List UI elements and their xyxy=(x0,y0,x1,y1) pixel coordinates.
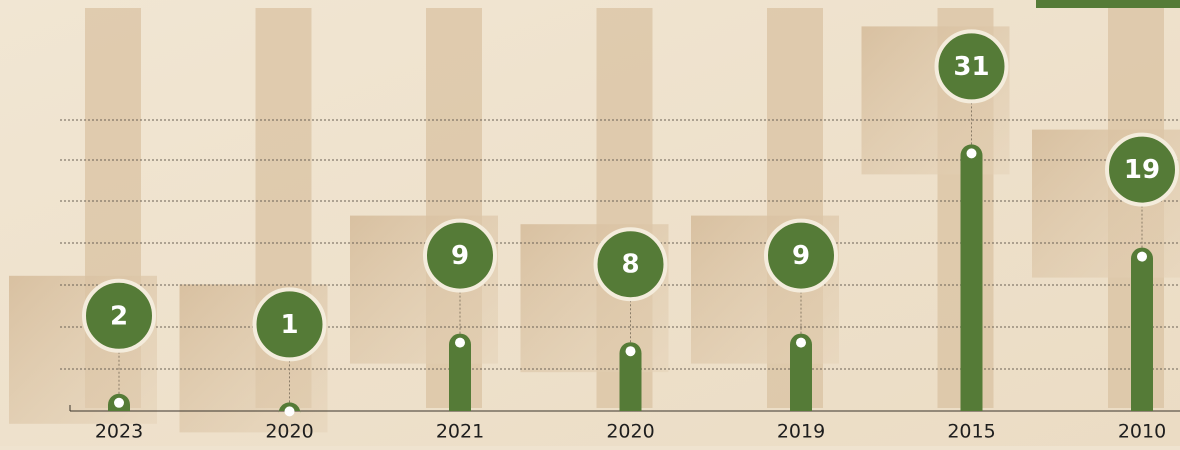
decoration xyxy=(9,8,1180,433)
bar xyxy=(619,342,642,411)
bubble xyxy=(593,227,668,302)
bar-dot xyxy=(114,397,124,408)
value-label: 2 xyxy=(110,301,128,331)
bar-dot xyxy=(625,346,636,357)
x-tick-label: 2023 xyxy=(95,421,143,443)
bubble xyxy=(764,218,838,293)
value-label: 8 xyxy=(621,250,639,280)
x-tick-label: 2019 xyxy=(777,421,825,443)
corner-tab xyxy=(1036,0,1180,8)
bar xyxy=(449,333,471,411)
bar-dot xyxy=(796,337,806,348)
bar-dot xyxy=(455,337,465,348)
bar xyxy=(960,144,983,411)
bubble xyxy=(1105,132,1179,207)
bar-dot xyxy=(284,406,295,417)
value-label: 1 xyxy=(280,310,298,340)
bar xyxy=(790,333,812,411)
value-label: 19 xyxy=(1124,155,1160,185)
x-tick-label: 2010 xyxy=(1118,421,1166,443)
value-label: 31 xyxy=(953,52,989,82)
x-tick-label: 2020 xyxy=(265,421,313,443)
x-tick-label: 2015 xyxy=(947,421,995,443)
bar xyxy=(1131,247,1153,411)
bubble xyxy=(82,278,156,353)
bubble xyxy=(934,29,1009,104)
bubble xyxy=(423,218,497,293)
bubble xyxy=(252,287,327,362)
x-tick-label: 2021 xyxy=(436,421,484,443)
value-label: 9 xyxy=(451,241,469,271)
x-tick-label: 2020 xyxy=(606,421,654,443)
bar-dot xyxy=(966,148,977,159)
bar-dot xyxy=(1137,251,1147,262)
value-label: 9 xyxy=(792,241,810,271)
